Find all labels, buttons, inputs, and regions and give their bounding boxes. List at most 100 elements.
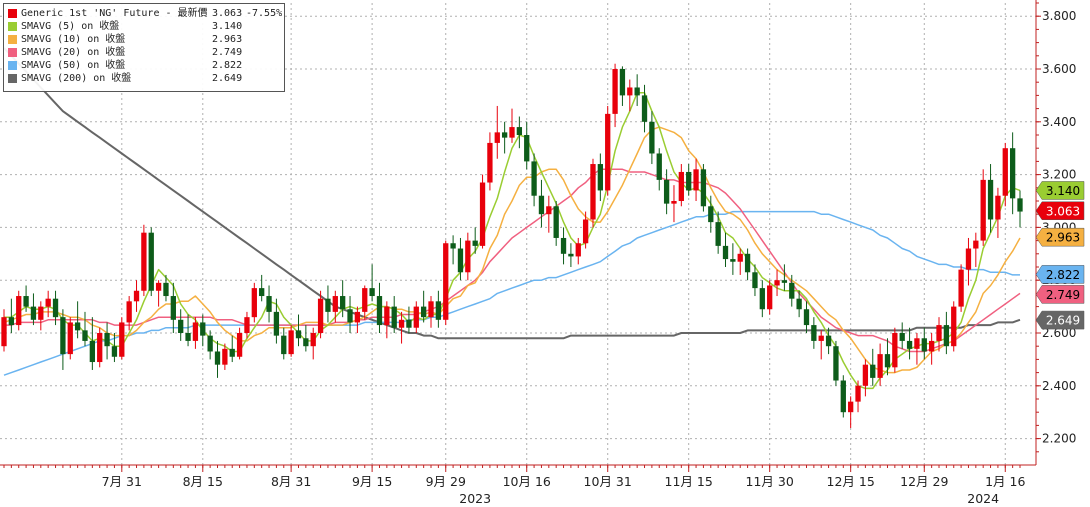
candle-body [708,206,714,223]
candle-body [818,335,824,341]
legend-value: 2.749 [212,47,243,58]
x-tick-label: 11月 30 [746,474,794,489]
candle [310,327,316,360]
candle [560,227,567,265]
candle [693,158,699,201]
candle [936,317,942,352]
candle [929,333,935,365]
candle-body [45,298,51,307]
candle [958,264,964,312]
candle [74,301,81,339]
candle-body [74,322,81,331]
legend-entry-sma20: SMAVG (20) on 收盤 2.749 [8,46,280,59]
candle-body [472,240,478,246]
candle [340,280,346,318]
candle-body [722,245,729,260]
candle-body [943,325,950,347]
candle-body [524,135,530,162]
legend-value: 2.822 [212,60,243,71]
candle-body [730,259,736,262]
candle [155,280,162,307]
candle-body [406,319,412,328]
candle-body [384,306,390,326]
legend-label: SMAVG (5) on 收盤 [21,21,120,32]
value-tag-shape [1035,227,1085,247]
series-line-4 [3,210,1020,376]
x-tick-label: 11月 15 [665,474,713,489]
x-year-label: 2024 [967,491,999,506]
candle [501,121,508,154]
candle-body [494,132,500,143]
candle-body [560,237,567,254]
candle [421,290,427,323]
candle-body [759,288,765,310]
candle [833,340,839,386]
candle-body [693,169,699,191]
y-tick-label: 3.400 [1042,115,1076,129]
candle-body [82,330,88,341]
candle-body [627,87,633,96]
candle-body [906,340,913,349]
candle-body [737,253,743,262]
candle [973,232,979,267]
candle-body [789,282,795,299]
candle [965,237,972,286]
x-tick-label: 9月 29 [426,474,466,489]
x-year-label: 2023 [459,491,491,506]
candle-body [126,301,132,323]
candle-body [678,171,684,201]
candle-body [921,338,927,352]
y-tick-label: 3.200 [1042,168,1076,182]
candle [848,396,854,429]
candle-body [104,333,110,347]
candle [236,327,243,360]
candle [524,121,530,170]
candle-body [207,335,213,352]
candle-body [568,253,574,257]
candle-body [781,280,788,283]
candle-body [244,317,250,333]
candle [870,348,876,386]
candle-body [700,169,707,207]
legend-swatch-sma20 [8,48,17,57]
candle [354,306,361,333]
candle [133,280,140,312]
candle-body [619,69,626,96]
candle [391,296,397,333]
value-tag-shape [1035,201,1085,221]
candle-body [435,301,442,320]
candle [649,111,655,165]
candle-body [833,346,839,381]
legend-swatch-sma5 [8,22,17,31]
x-axis-labels: 7月 31 8月 15 8月 31 9月 15 9月 29 10月 16 10月 31 11月… [3,465,1025,506]
candle [943,311,950,355]
candle-body [303,338,309,347]
candle [582,211,589,249]
candle-body [516,127,523,135]
candle [30,293,37,326]
candle [811,317,817,349]
candle [906,327,913,360]
candle-body [1,317,7,347]
candle-body [509,127,515,138]
candle-body [1017,198,1023,212]
y-tick-label: 3.800 [1042,9,1076,23]
x-tick-label: 12月 15 [827,474,875,489]
candle [715,211,721,254]
candle [855,380,861,413]
candle-body [347,309,353,323]
candle [737,248,743,275]
candle-body [575,243,581,257]
candle [1009,132,1016,215]
candle-body [38,306,44,320]
candle [52,290,59,326]
candle [781,264,788,291]
candle-body [200,322,206,336]
candle-body [1002,148,1008,196]
value-tag-label: 2.963 [1046,231,1080,245]
candle-body [848,401,854,413]
candle-body [398,319,405,328]
candle-body [951,306,957,347]
candle [479,174,486,249]
series-line-3 [4,168,1021,353]
